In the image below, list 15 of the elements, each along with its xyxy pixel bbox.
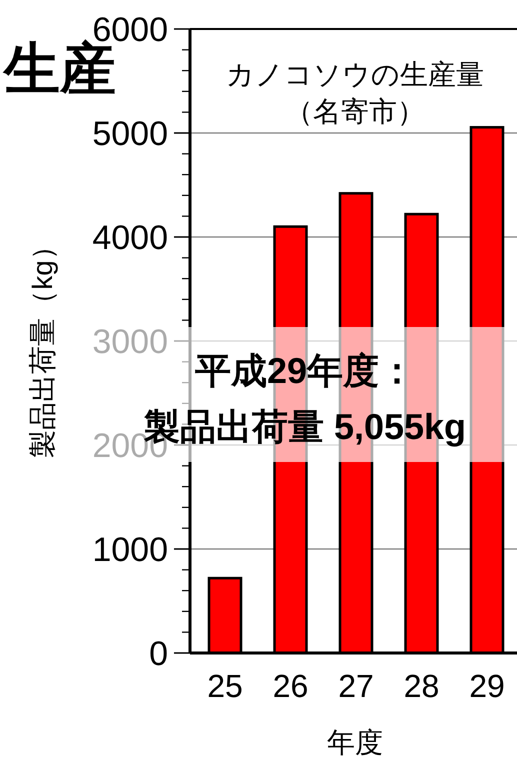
x-tick-label: 26	[272, 668, 308, 704]
y-tick-label: 4000	[92, 219, 168, 257]
y-tick-label: 5000	[92, 115, 168, 153]
annotation: 平成29年度：	[194, 350, 416, 391]
text: カノコソウの生産量	[226, 59, 484, 90]
x-tick-label: 27	[338, 668, 374, 704]
x-axis-title: 年度	[327, 727, 383, 758]
text: （名寄市）	[285, 96, 425, 127]
x-tick-label: 28	[404, 668, 440, 704]
y-tick-label: 0	[149, 635, 168, 673]
x-tick-label: 29	[469, 668, 505, 704]
y-axis-title: 製品出荷量（kg）	[27, 232, 58, 458]
y-tick-label: 3000	[92, 323, 168, 361]
x-tick-label: 25	[207, 668, 243, 704]
y-tick-label: 1000	[92, 531, 168, 569]
